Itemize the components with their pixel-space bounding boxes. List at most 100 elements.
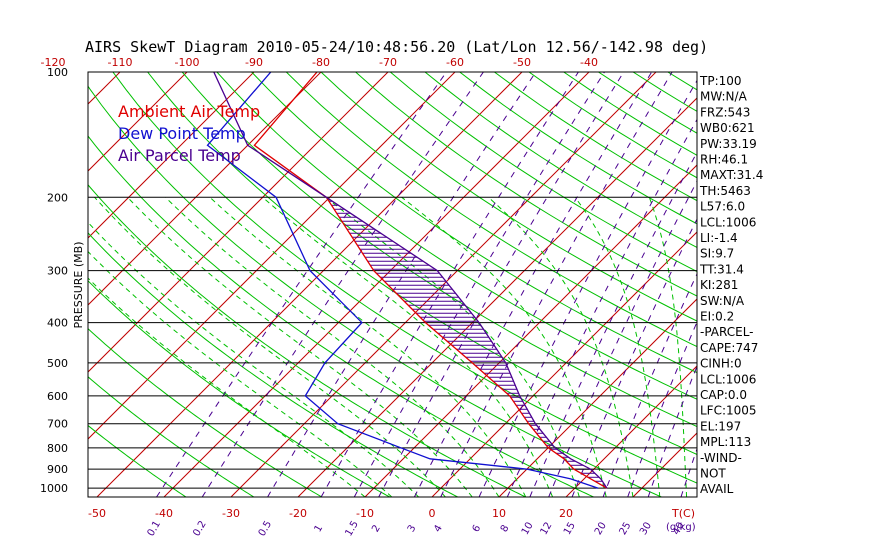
mixing-ratio-tick-label: 2 [370,523,383,534]
moist-adiabat-line [401,196,607,497]
mixing-ratio-tick-label: 1 [313,523,326,534]
mixing-ratio-tick-label: 15 [562,520,578,537]
moist-adiabat-line [88,250,393,497]
isotherm-line [498,298,697,497]
moist-adiabat-line [325,196,580,497]
bottom-temp-tick-label: 0 [429,507,436,520]
isotherm-line [88,72,456,440]
legend-entry: Air Parcel Temp [118,146,241,165]
pressure-tick-label: 1000 [40,482,68,495]
top-temp-tick-label: -60 [446,56,464,69]
chart-title: AIRS SkewT Diagram 2010-05-24/10:48:56.2… [85,38,708,56]
pressure-tick-label: 300 [47,265,68,278]
stat-item: MPL:113 [700,435,751,449]
stat-item: RH:46.1 [700,153,748,167]
stat-item: NOT [700,467,726,481]
dry-adiabat-line [88,85,662,497]
dry-adiabat-line [88,184,526,497]
mixing-ratio-tick-label: 0.5 [257,519,274,538]
isotherm-line [565,365,697,497]
mixing-units-label: (g/kg) [666,522,696,533]
top-temp-tick-label: -40 [580,56,598,69]
legend-entry: Ambient Air Temp [118,102,260,121]
mixing-ratio-line [353,72,605,497]
moist-adiabat-line [94,196,446,497]
dry-adiabat-line [667,72,697,91]
top-temp-tick-label: -90 [245,56,263,69]
temperature-units-label: T(C) [671,507,695,520]
stat-item: LFC:1005 [700,404,757,418]
stat-item: TP:100 [699,74,742,88]
dry-adiabat-line [181,72,697,428]
stat-item: FRZ:543 [700,105,750,119]
stat-item: WB0:621 [700,121,755,135]
stat-item: EL:197 [700,419,741,433]
dry-adiabat-line [251,72,697,374]
dry-adiabat-line [88,376,255,497]
isobar-lines [88,71,697,489]
dry-adiabat-line [389,72,697,273]
sounding-series [206,72,608,489]
isotherm-line [88,72,188,172]
stat-item: PW:33.19 [700,137,757,151]
bottom-temp-tick-label: -10 [356,507,374,520]
mixing-ratio-tick-label: 4 [432,523,445,534]
pressure-tick-label: 700 [47,418,68,431]
moist-adiabat-line [88,221,419,497]
top-temp-tick-label: -80 [312,56,330,69]
bottom-temp-tick-label: -20 [289,507,307,520]
mixing-ratio-tick-label: 3 [406,523,419,534]
isotherm-line [230,72,657,497]
dry-adiabat-line [424,72,697,249]
pressure-tick-label: 500 [47,357,68,370]
isotherm-line [88,72,389,373]
top-temp-tick-label: -110 [108,56,133,69]
mixing-ratio-tick-label: 6 [471,523,484,534]
pressure-tick-label: 200 [47,191,68,204]
cape-hatch-area [328,200,606,486]
stat-item: AVAIL [700,482,734,496]
stat-item: SW:N/A [700,294,745,308]
dry-adiabat-line [320,72,697,322]
isotherm-line [297,97,697,497]
dry-adiabat-line [355,72,697,297]
stat-item: EI:0.2 [700,310,734,324]
bottom-temp-tick-label: -30 [222,507,240,520]
mixing-ratio-line [440,72,673,497]
mixing-ratio-line [571,218,697,497]
pressure-tick-label: 900 [47,463,68,476]
top-temp-tick-label: -120 [41,56,66,69]
moist-adiabat-line [88,277,366,497]
stat-item: -WIND- [700,451,742,465]
mixing-ratio-tick-label: 30 [638,520,654,537]
isotherm-line [834,72,870,497]
mixing-ratio-tick-label: 10 [520,520,536,537]
mixing-ratio-tick-label: 25 [618,520,634,537]
series-line [206,72,599,489]
mixing-ratio-line [320,72,579,497]
top-temp-tick-label: -100 [175,56,200,69]
moist-adiabat-line [165,196,500,497]
bottom-temp-tick-label: 10 [492,507,506,520]
stat-item: SI:9.7 [700,247,734,261]
isotherm-line [88,72,121,105]
dry-adiabat-line [88,280,391,497]
stat-item: -PARCEL- [700,325,754,339]
moist-adiabat-line [574,197,661,497]
mixing-ratio-tick-label: 8 [499,523,512,534]
stat-item: LI:-1.4 [700,231,738,245]
bottom-temp-tick-label: -40 [155,507,173,520]
stat-item: MAXT:31.4 [700,168,763,182]
mixing-ratio-line [156,72,447,497]
mixing-ratio-lines [156,72,697,497]
pressure-tick-label: 800 [47,442,68,455]
top-temp-tick-label: -70 [379,56,397,69]
stat-item: TH:5463 [699,184,751,198]
mixing-ratio-line [506,118,697,497]
isotherm-line [88,72,322,306]
dry-adiabat-line [216,72,697,400]
isotherm-line [632,432,697,497]
